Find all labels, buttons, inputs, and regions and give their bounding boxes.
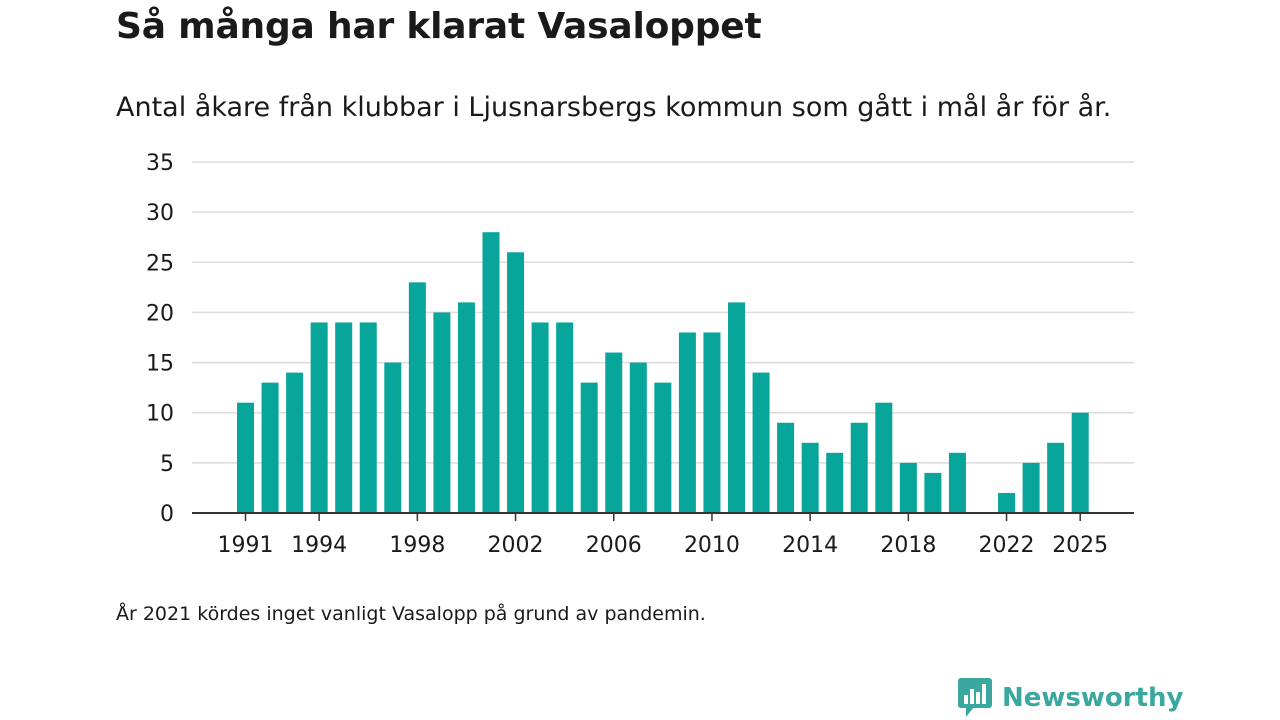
bar-1991 bbox=[237, 402, 254, 513]
bar-2006 bbox=[605, 352, 623, 513]
bar-2001 bbox=[482, 232, 500, 513]
x-tick-label: 1994 bbox=[291, 533, 347, 558]
x-tick-label: 2018 bbox=[880, 533, 936, 558]
bars bbox=[237, 232, 1089, 513]
bar-2016 bbox=[850, 422, 868, 513]
x-tick-label: 1991 bbox=[218, 533, 274, 558]
y-tick-label: 20 bbox=[146, 301, 174, 326]
bar-2019 bbox=[924, 472, 942, 513]
bar-chart-logo-icon bbox=[958, 678, 992, 717]
x-tick-label: 2002 bbox=[488, 533, 544, 558]
y-tick-label: 0 bbox=[160, 502, 174, 527]
x-tick-label: 2006 bbox=[586, 533, 642, 558]
chart-subtitle: Antal åkare från klubbar i Ljusnarsbergs… bbox=[116, 92, 1112, 123]
bar-2009 bbox=[678, 332, 696, 513]
bar-2023 bbox=[1022, 462, 1040, 513]
x-tick-label: 1998 bbox=[389, 533, 445, 558]
brand-name: Newsworthy bbox=[1002, 683, 1184, 713]
y-tick-label: 25 bbox=[146, 251, 174, 276]
bar-2012 bbox=[752, 372, 770, 513]
bar-2017 bbox=[875, 402, 893, 513]
bar-1996 bbox=[359, 322, 377, 513]
chart-title: Så många har klarat Vasaloppet bbox=[116, 6, 762, 47]
y-axis-labels: 0 5 10 15 20 25 30 35 bbox=[146, 151, 174, 527]
bar-2024 bbox=[1047, 442, 1065, 513]
y-tick-label: 35 bbox=[146, 151, 174, 176]
bar-1997 bbox=[384, 362, 402, 513]
bar-2003 bbox=[531, 322, 549, 513]
bar-2008 bbox=[654, 382, 672, 513]
bar-2007 bbox=[629, 362, 647, 513]
bar-2005 bbox=[580, 382, 598, 513]
bar-2022 bbox=[998, 492, 1016, 513]
bar-2004 bbox=[556, 322, 574, 513]
bar-2015 bbox=[826, 452, 844, 513]
x-tick-label: 2025 bbox=[1052, 533, 1108, 558]
bar-1998 bbox=[408, 282, 426, 513]
y-tick-label: 5 bbox=[160, 452, 174, 477]
bar-1995 bbox=[335, 322, 353, 513]
x-tick-label: 2022 bbox=[979, 533, 1035, 558]
bar-2025 bbox=[1071, 412, 1089, 513]
bar-2011 bbox=[728, 302, 745, 513]
bar-2013 bbox=[777, 422, 795, 513]
bar-2014 bbox=[801, 442, 819, 513]
bar-1992 bbox=[261, 382, 279, 513]
x-axis-labels: 1991 1994 1998 2002 2006 2010 2014 2018 2022 2025 bbox=[218, 533, 1109, 558]
y-tick-label: 15 bbox=[146, 352, 174, 377]
bar-1999 bbox=[433, 312, 451, 513]
bar-2020 bbox=[948, 452, 966, 513]
footnote: År 2021 kördes inget vanligt Vasalopp på… bbox=[116, 603, 706, 625]
x-axis-ticks bbox=[244, 513, 1081, 521]
newsworthy-logo: Newsworthy bbox=[958, 678, 1183, 718]
x-tick-label: 2010 bbox=[684, 533, 740, 558]
y-tick-label: 10 bbox=[146, 402, 174, 427]
bar-1993 bbox=[286, 372, 304, 513]
y-tick-label: 30 bbox=[146, 201, 174, 226]
bar-2018 bbox=[899, 462, 917, 513]
bar-1994 bbox=[310, 322, 328, 513]
bar-2002 bbox=[507, 252, 525, 513]
bar-2000 bbox=[457, 302, 475, 513]
bar-2010 bbox=[703, 332, 721, 513]
x-tick-label: 2014 bbox=[782, 533, 838, 558]
